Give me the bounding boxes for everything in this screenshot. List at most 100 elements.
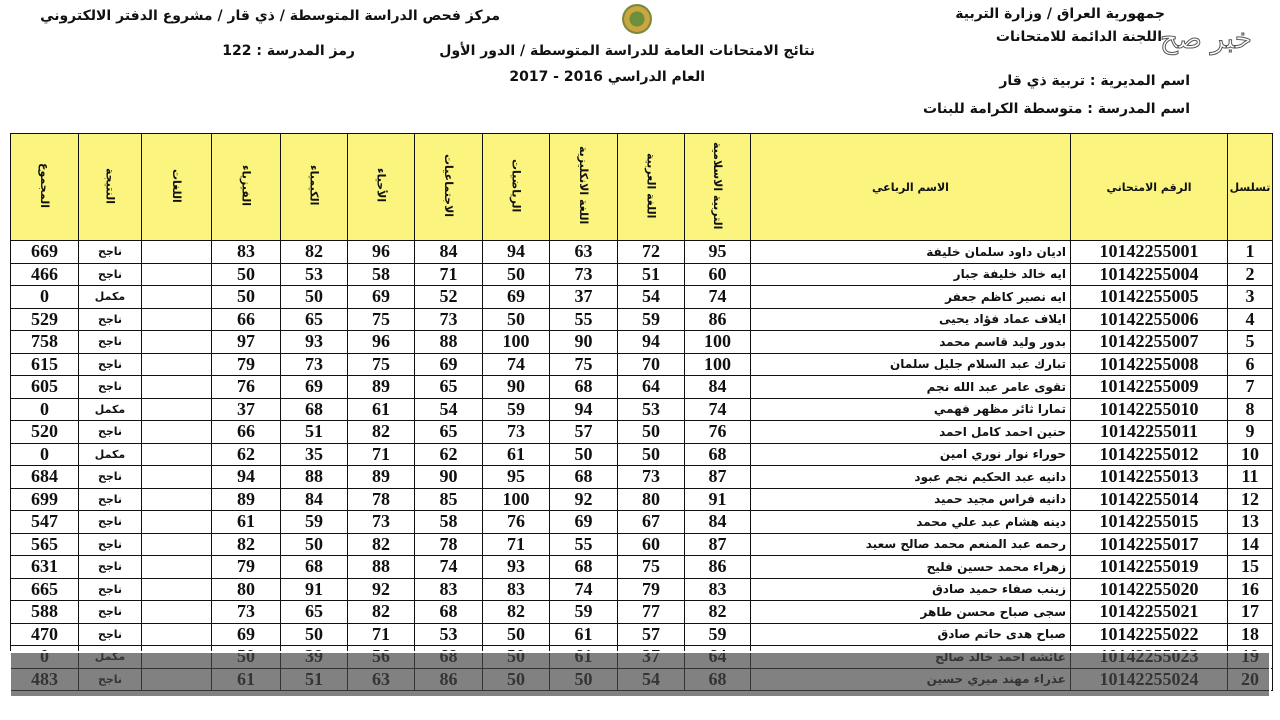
cell-total: 615 <box>10 352 79 376</box>
cell-exam-number: 10142255014 <box>1070 487 1228 511</box>
cell-physics: 89 <box>211 487 281 511</box>
header-label: الرياضيات <box>509 158 523 213</box>
cell-sequence: 5 <box>1227 330 1273 354</box>
header-arabic: اللغة العربية <box>617 133 685 241</box>
watermark: خبر صح <box>1160 22 1253 56</box>
cell-english: 69 <box>549 510 618 534</box>
cell-student-name: بدور وليد قاسم محمد <box>750 330 1071 354</box>
cell-english: 59 <box>549 600 618 624</box>
cell-biology: 75 <box>347 352 415 376</box>
cell-biology: 82 <box>347 420 415 444</box>
cell-islamic-education: 83 <box>684 577 751 601</box>
cell-physics: 66 <box>211 307 281 331</box>
cell-sequence: 6 <box>1227 352 1273 376</box>
cell-physics: 76 <box>211 375 281 399</box>
cell-arabic: 50 <box>617 420 685 444</box>
cell-math: 76 <box>482 510 550 534</box>
committee-label: اللجنة الدائمة للامتحانات <box>995 29 1162 45</box>
table-row: 466 ناجح 50 53 58 71 50 73 51 60 ايه خالد خليفة جب… <box>10 262 1273 286</box>
cell-result: ناجح <box>78 262 142 286</box>
cell-student-name: دانيه عبد الحكيم نجم عبود <box>750 465 1071 489</box>
cell-languages <box>141 510 212 534</box>
cell-english: 55 <box>549 532 618 556</box>
cell-english: 63 <box>549 240 618 264</box>
cell-biology: 88 <box>347 555 415 579</box>
cell-sequence: 1 <box>1227 240 1273 264</box>
cell-math: 69 <box>482 285 550 309</box>
cell-math: 59 <box>482 397 550 421</box>
cell-exam-number: 10142255021 <box>1070 600 1228 624</box>
cell-chemistry: 50 <box>280 532 348 556</box>
cell-islamic-education: 74 <box>684 285 751 309</box>
table-row: 0 مكمل 37 68 61 54 59 94 53 74 تمارا ثائر مظهر فهم… <box>10 397 1273 421</box>
cell-result: ناجح <box>78 375 142 399</box>
school-name-label: اسم المدرسة : متوسطة الكرامة للبنات <box>922 101 1190 117</box>
cell-chemistry: 68 <box>280 555 348 579</box>
table-row: 669 ناجح 83 82 96 84 94 63 72 95 ادیان داود سلمان … <box>10 240 1273 264</box>
cell-chemistry: 69 <box>280 375 348 399</box>
cell-english: 61 <box>549 622 618 646</box>
cell-result: ناجح <box>78 352 142 376</box>
cell-result: ناجح <box>78 600 142 624</box>
cell-result: مكمل <box>78 285 142 309</box>
cell-student-name: سجى صباح محسن طاهر <box>750 600 1071 624</box>
cell-islamic-education: 87 <box>684 532 751 556</box>
cell-social-studies: 73 <box>414 307 483 331</box>
cell-biology: 69 <box>347 285 415 309</box>
table-row: 699 ناجح 89 84 78 85 100 92 80 91 دانيه فراس مجيد … <box>10 487 1273 511</box>
cell-result: مكمل <box>78 397 142 421</box>
header-total: المجموع <box>10 133 79 241</box>
cell-exam-number: 10142255015 <box>1070 510 1228 534</box>
cell-math: 83 <box>482 577 550 601</box>
cell-physics: 69 <box>211 622 281 646</box>
cell-islamic-education: 84 <box>684 375 751 399</box>
cell-biology: 73 <box>347 510 415 534</box>
cell-sequence: 7 <box>1227 375 1273 399</box>
cell-languages <box>141 375 212 399</box>
cell-chemistry: 91 <box>280 577 348 601</box>
cell-physics: 80 <box>211 577 281 601</box>
cell-islamic-education: 84 <box>684 510 751 534</box>
header-label: النتيجة <box>103 167 117 204</box>
table-row: 470 ناجح 69 50 71 53 50 61 57 59 صباح هدى حاتم صاد… <box>10 622 1273 646</box>
cell-sequence: 8 <box>1227 397 1273 421</box>
cell-biology: 89 <box>347 375 415 399</box>
cell-languages <box>141 442 212 466</box>
header-label: اللغة العربية <box>644 152 658 219</box>
cell-arabic: 57 <box>617 622 685 646</box>
cell-physics: 79 <box>211 352 281 376</box>
cell-arabic: 75 <box>617 555 685 579</box>
cell-english: 55 <box>549 307 618 331</box>
cell-sequence: 15 <box>1227 555 1273 579</box>
table-row: 605 ناجح 76 69 89 65 90 68 64 84 تقوى عامر عبد الل… <box>10 375 1273 399</box>
cell-math: 50 <box>482 262 550 286</box>
header-biology: الأحياء <box>347 133 415 241</box>
cell-exam-number: 10142255020 <box>1070 577 1228 601</box>
cell-biology: 75 <box>347 307 415 331</box>
cell-islamic-education: 59 <box>684 622 751 646</box>
cell-student-name: زينب صفاء حميد صادق <box>750 577 1071 601</box>
cell-result: ناجح <box>78 577 142 601</box>
header-label: الرقم الامتحاني <box>1106 180 1192 194</box>
cell-biology: 92 <box>347 577 415 601</box>
cell-social-studies: 74 <box>414 555 483 579</box>
cell-total: 466 <box>10 262 79 286</box>
cell-english: 73 <box>549 262 618 286</box>
table-row: 684 ناجح 94 88 89 90 95 68 73 87 دانيه عبد الحكيم … <box>10 465 1273 489</box>
cell-english: 50 <box>549 442 618 466</box>
cell-result: مكمل <box>78 442 142 466</box>
cell-arabic: 64 <box>617 375 685 399</box>
cell-arabic: 94 <box>617 330 685 354</box>
cell-arabic: 50 <box>617 442 685 466</box>
cell-total: 631 <box>10 555 79 579</box>
academic-year: العام الدراسي 2016 - 2017 <box>509 69 705 85</box>
cell-social-studies: 78 <box>414 532 483 556</box>
cell-islamic-education: 91 <box>684 487 751 511</box>
cell-sequence: 14 <box>1227 532 1273 556</box>
table-row: 0 مكمل 50 50 69 52 69 37 54 74 ايه نصير كاظم جعفر 1… <box>10 285 1273 309</box>
cell-languages <box>141 352 212 376</box>
header-english: اللغة الانكليزية <box>549 133 618 241</box>
cell-physics: 79 <box>211 555 281 579</box>
cell-student-name: دينه هشام عبد علي محمد <box>750 510 1071 534</box>
cell-chemistry: 84 <box>280 487 348 511</box>
